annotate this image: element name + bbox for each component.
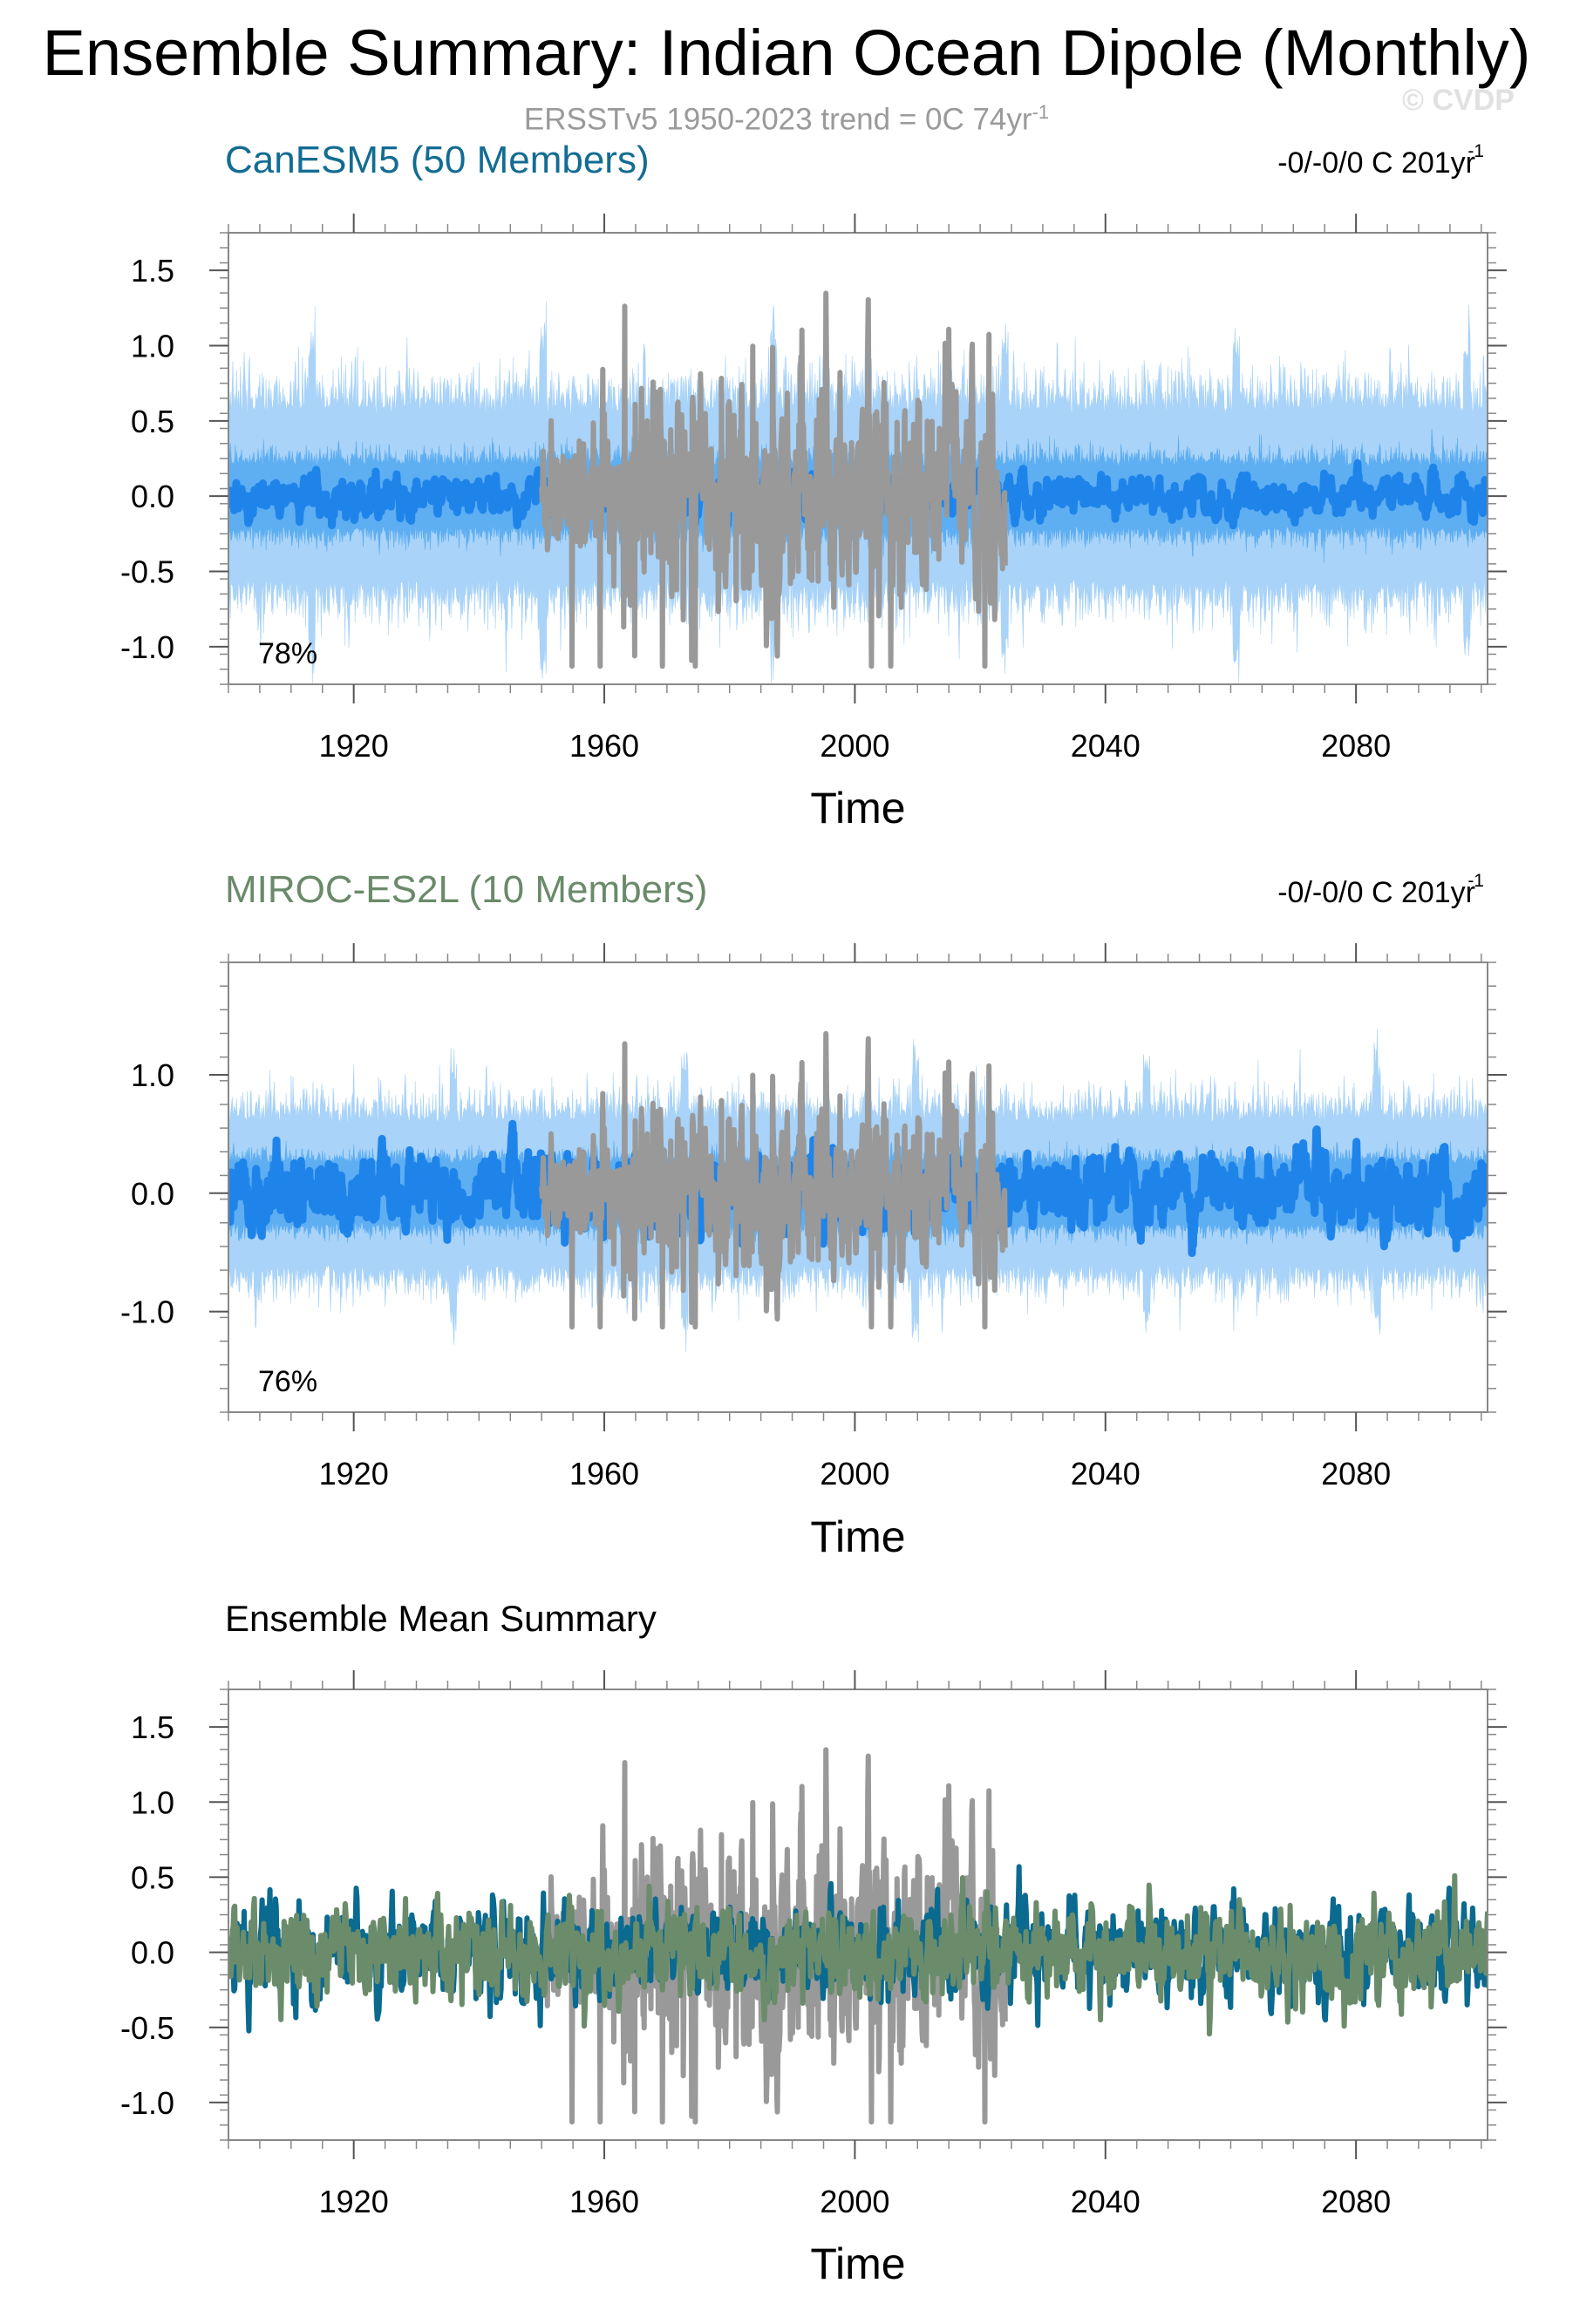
y-tick-label: 1.5: [131, 1709, 174, 1745]
y-tick-label: 0.0: [131, 1176, 174, 1212]
chart-panel-2: MIROC-ES2L (10 Members) -0/-0/0 C 201yr-1…: [120, 868, 1507, 1561]
x-tick-label: 1960: [569, 1456, 639, 1492]
x-tick-label: 1920: [319, 728, 389, 764]
trend-exponent: -1: [1467, 141, 1484, 161]
x-tick-label: 1960: [569, 2184, 639, 2219]
plot-frame: [228, 962, 1488, 1413]
chart-title: CanESM5 (50 Members): [225, 139, 650, 181]
subtitle-exponent: -1: [1032, 101, 1050, 123]
y-tick-label: 1.0: [131, 329, 174, 364]
y-tick-label: -1.0: [120, 629, 174, 665]
page-subtitle: ERSSTv5 1950-2023 trend = 0C 74yr-1: [0, 101, 1573, 138]
x-tick-label: 2000: [820, 1456, 889, 1492]
y-tick-label: 0.0: [131, 1935, 174, 1971]
plot-area: [228, 1747, 1488, 2125]
y-tick-label: -1.0: [120, 2085, 174, 2121]
percent-label: 76%: [258, 1365, 317, 1398]
x-tick-label: 2000: [820, 2184, 889, 2219]
x-axis-label: Time: [810, 1512, 905, 1561]
y-tick-label: 1.0: [131, 1784, 174, 1820]
x-tick-label: 2040: [1071, 728, 1141, 764]
subtitle-text: ERSSTv5 1950-2023 trend = 0C 74yr: [523, 102, 1032, 137]
x-tick-label: 2040: [1071, 2184, 1141, 2219]
x-tick-label: 2080: [1321, 728, 1391, 764]
series-line-observations: [539, 290, 1008, 669]
y-tick-label: 0.0: [131, 479, 174, 514]
x-tick-label: 1920: [319, 1456, 389, 1492]
y-tick-label: 0.5: [131, 1859, 174, 1895]
x-tick-label: 2080: [1321, 2184, 1391, 2219]
trend-label: -0/-0/0 C 201yr: [1277, 876, 1475, 909]
chart-panel-1: CanESM5 (50 Members) -0/-0/0 C 201yr-1 -1.…: [120, 139, 1507, 832]
percent-label: 78%: [258, 637, 317, 670]
chart-title: Ensemble Mean Summary: [225, 1598, 657, 1639]
x-tick-label: 2080: [1321, 1456, 1391, 1492]
x-tick-label: 2000: [820, 728, 889, 764]
plot-area: [228, 1029, 1488, 1353]
chart-title: MIROC-ES2L (10 Members): [225, 868, 707, 911]
page-title: Ensemble Summary: Indian Ocean Dipole (M…: [42, 17, 1531, 89]
x-tick-label: 2040: [1071, 1456, 1141, 1492]
trend-label: -0/-0/0 C 201yr: [1277, 146, 1475, 180]
x-axis-label: Time: [810, 784, 905, 832]
plot-area: [228, 290, 1488, 684]
x-tick-label: 1960: [569, 728, 639, 764]
chart-panel-3: Ensemble Mean Summary -1.0 -0.5 0.0 0.5 1.0 1.…: [120, 1598, 1507, 2288]
x-axis-label: Time: [810, 2239, 905, 2288]
series-line-observations: [539, 1030, 1008, 1330]
series-line-mean-miroc: [228, 1872, 1488, 2037]
trend-exponent: -1: [1467, 871, 1484, 891]
y-tick-label: -0.5: [120, 554, 174, 590]
x-tick-label: 1920: [319, 2184, 389, 2219]
copyright-watermark: © CVDP: [1402, 84, 1515, 117]
y-tick-label: 0.5: [131, 404, 174, 439]
y-tick-label: 1.0: [131, 1057, 174, 1093]
y-tick-label: -1.0: [120, 1295, 174, 1330]
y-tick-label: -0.5: [120, 2010, 174, 2046]
y-tick-label: 1.5: [131, 253, 174, 289]
